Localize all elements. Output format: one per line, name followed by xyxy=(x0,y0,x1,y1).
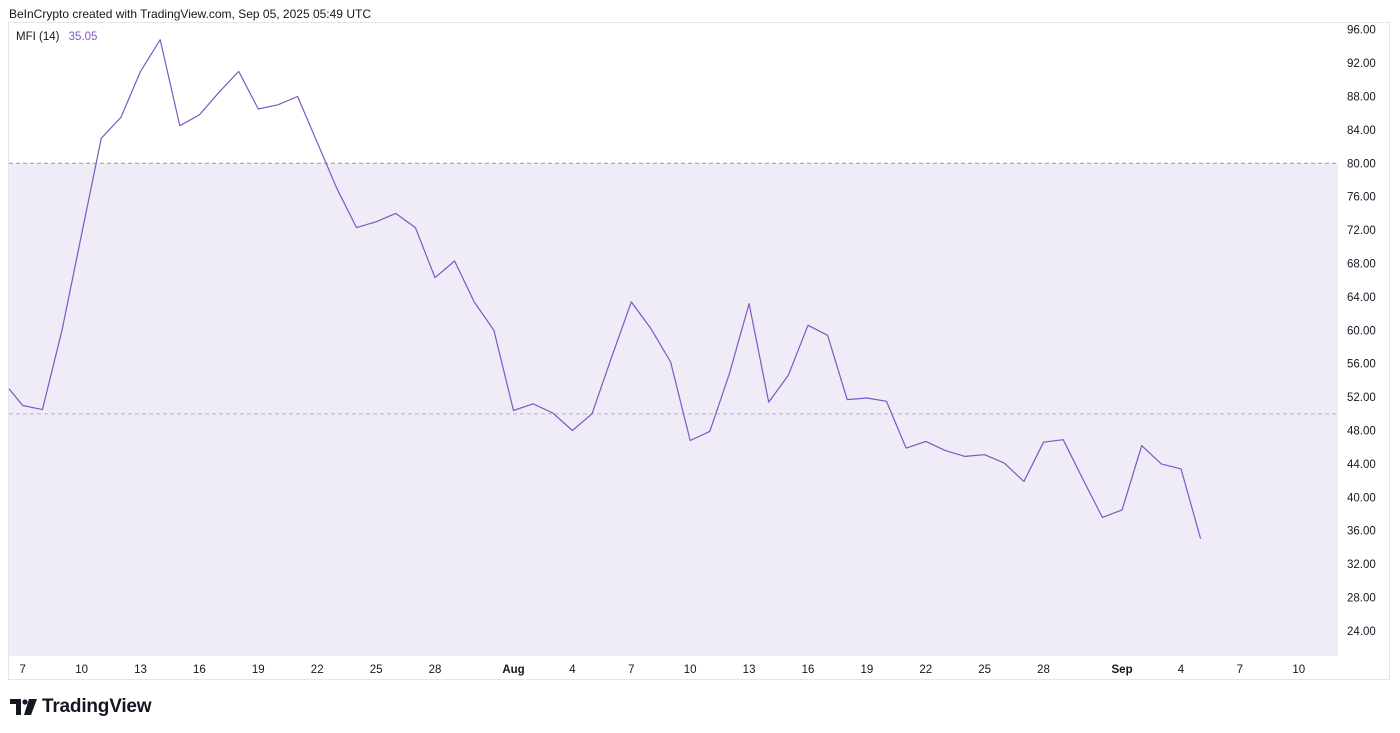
x-tick-label: 7 xyxy=(1237,664,1243,676)
x-tick-label: 16 xyxy=(193,664,206,676)
y-tick-label: 28.00 xyxy=(1347,593,1376,605)
x-tick-label: 22 xyxy=(919,664,932,676)
y-tick-label: 92.00 xyxy=(1347,58,1376,70)
y-tick-label: 52.00 xyxy=(1347,392,1376,404)
indicator-legend: MFI (14) 35.05 xyxy=(16,31,97,43)
x-tick-label: 7 xyxy=(20,664,26,676)
y-tick-label: 24.00 xyxy=(1347,626,1376,638)
band-fill xyxy=(9,163,1338,656)
y-tick-label: 48.00 xyxy=(1347,426,1376,438)
indicator-name: MFI (14) xyxy=(16,31,60,43)
x-tick-label: 22 xyxy=(311,664,324,676)
x-tick-label: 10 xyxy=(1292,664,1305,676)
x-axis: 7 10 13 16 19 22 25 28 Aug 4 7 10 13 16 19 22 25 28 Sep 4 7 1… xyxy=(20,664,1306,676)
y-tick-label: 32.00 xyxy=(1347,559,1376,571)
mfi-line-layer xyxy=(8,39,1202,539)
y-tick-label: 96.00 xyxy=(1347,25,1376,37)
x-tick-label: 19 xyxy=(860,664,873,676)
x-tick-label: 19 xyxy=(252,664,265,676)
x-tick-label: Aug xyxy=(502,664,524,676)
y-tick-label: 76.00 xyxy=(1347,192,1376,204)
x-tick-label: 4 xyxy=(569,664,576,676)
y-tick-label: 56.00 xyxy=(1347,359,1376,371)
indicator-value: 35.05 xyxy=(68,31,98,43)
y-tick-label: 68.00 xyxy=(1347,259,1376,271)
x-tick-label: 13 xyxy=(134,664,147,676)
x-tick-label: 28 xyxy=(429,664,442,676)
tradingview-wordmark: TradingView xyxy=(42,696,152,717)
tradingview-logo-icon xyxy=(10,699,37,715)
x-tick-label: 16 xyxy=(802,664,815,676)
x-tick-label: 10 xyxy=(684,664,697,676)
y-tick-label: 60.00 xyxy=(1347,325,1376,337)
y-axis: 96.00 92.00 88.00 84.00 80.00 76.00 72.00 68.00… xyxy=(1347,25,1376,638)
x-tick-label: Sep xyxy=(1112,664,1133,676)
x-tick-label: 13 xyxy=(743,664,756,676)
x-tick-label: 28 xyxy=(1037,664,1050,676)
x-tick-label: 7 xyxy=(628,664,634,676)
x-tick-label: 4 xyxy=(1178,664,1185,676)
y-tick-label: 40.00 xyxy=(1347,492,1376,504)
y-tick-label: 72.00 xyxy=(1347,225,1376,237)
x-tick-label: 10 xyxy=(75,664,88,676)
y-tick-label: 88.00 xyxy=(1347,91,1376,103)
y-tick-label: 64.00 xyxy=(1347,292,1376,304)
y-tick-label: 84.00 xyxy=(1347,125,1376,137)
y-tick-label: 44.00 xyxy=(1347,459,1376,471)
y-tick-label: 80.00 xyxy=(1347,158,1376,170)
chart-frame xyxy=(8,22,1390,680)
chart-attribution: BeInCrypto created with TradingView.com,… xyxy=(9,7,371,21)
y-tick-label: 36.00 xyxy=(1347,526,1376,538)
overbought-oversold-band xyxy=(9,162,1338,656)
mfi-series-line xyxy=(8,39,1202,539)
x-tick-label: 25 xyxy=(978,664,991,676)
x-tick-label: 25 xyxy=(370,664,383,676)
tradingview-brand[interactable]: TradingView xyxy=(10,696,152,718)
